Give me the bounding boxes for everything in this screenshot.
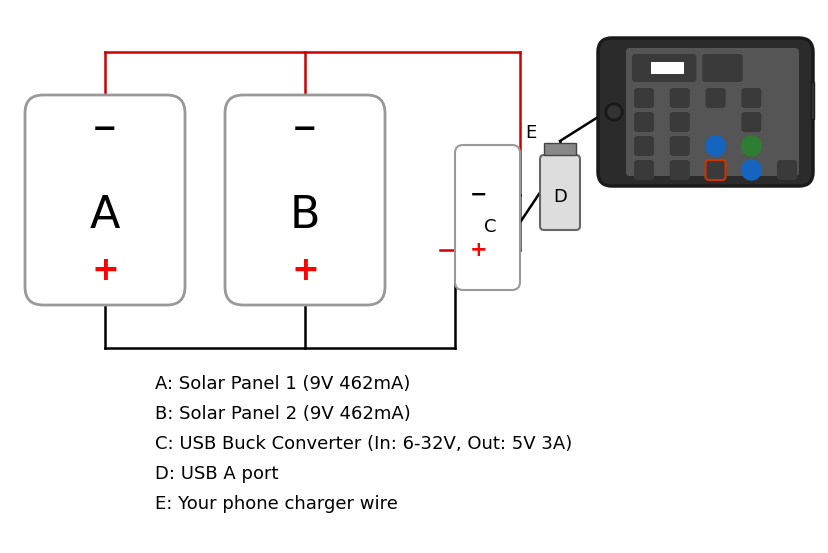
Circle shape <box>740 160 760 180</box>
Text: −: − <box>92 116 118 144</box>
Circle shape <box>740 136 760 156</box>
Circle shape <box>705 136 724 156</box>
Bar <box>810 82 813 119</box>
FancyBboxPatch shape <box>740 112 760 132</box>
FancyBboxPatch shape <box>776 160 797 180</box>
Text: C: C <box>484 218 496 237</box>
FancyBboxPatch shape <box>669 88 689 108</box>
Text: −: − <box>469 185 487 205</box>
FancyBboxPatch shape <box>224 95 384 305</box>
Text: E: Your phone charger wire: E: Your phone charger wire <box>155 495 397 513</box>
FancyBboxPatch shape <box>669 112 689 132</box>
Text: B: B <box>290 194 320 237</box>
Circle shape <box>607 106 619 118</box>
FancyBboxPatch shape <box>705 112 724 132</box>
FancyBboxPatch shape <box>705 88 724 108</box>
FancyBboxPatch shape <box>625 48 798 176</box>
FancyBboxPatch shape <box>539 155 580 230</box>
FancyBboxPatch shape <box>633 112 653 132</box>
Bar <box>543 143 575 155</box>
FancyBboxPatch shape <box>597 38 812 186</box>
Text: D: D <box>552 189 566 206</box>
Text: A: A <box>89 194 120 237</box>
Text: E: E <box>525 124 537 142</box>
Bar <box>651 62 683 74</box>
Text: C: USB Buck Converter (In: 6-32V, Out: 5V 3A): C: USB Buck Converter (In: 6-32V, Out: 5… <box>155 435 571 453</box>
FancyBboxPatch shape <box>633 160 653 180</box>
Text: D: USB A port: D: USB A port <box>155 465 278 483</box>
Text: A: Solar Panel 1 (9V 462mA): A: Solar Panel 1 (9V 462mA) <box>155 375 410 393</box>
FancyBboxPatch shape <box>669 160 689 180</box>
Text: +: + <box>291 253 319 286</box>
FancyBboxPatch shape <box>631 54 696 82</box>
Text: +: + <box>469 240 487 260</box>
FancyBboxPatch shape <box>740 88 760 108</box>
FancyBboxPatch shape <box>705 160 724 180</box>
FancyBboxPatch shape <box>701 54 742 82</box>
Circle shape <box>604 103 623 121</box>
Text: −: − <box>292 116 317 144</box>
Text: B: Solar Panel 2 (9V 462mA): B: Solar Panel 2 (9V 462mA) <box>155 405 410 423</box>
FancyBboxPatch shape <box>455 145 519 290</box>
FancyBboxPatch shape <box>25 95 185 305</box>
FancyBboxPatch shape <box>633 136 653 156</box>
FancyBboxPatch shape <box>669 136 689 156</box>
Text: +: + <box>91 253 118 286</box>
FancyBboxPatch shape <box>633 88 653 108</box>
